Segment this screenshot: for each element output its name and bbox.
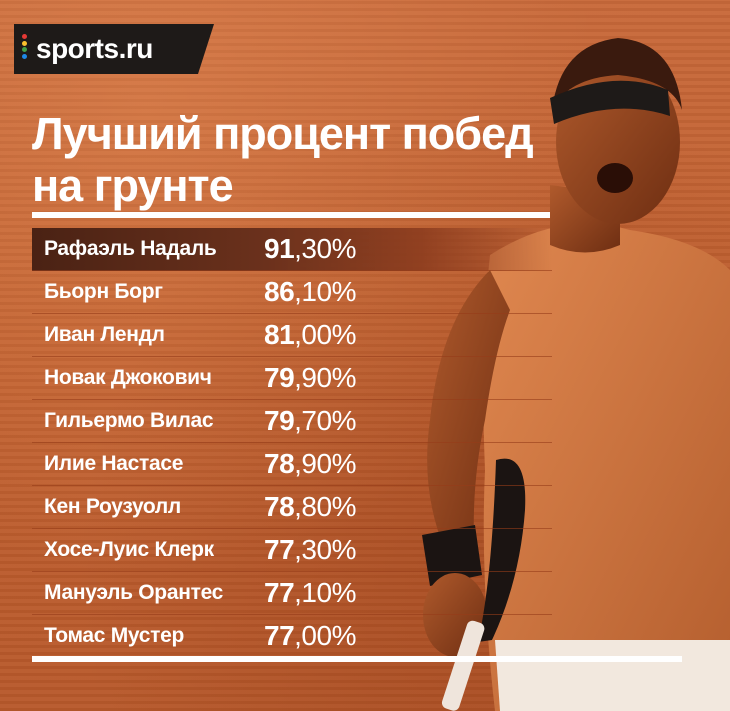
- ranking-table: Рафаэль Надаль 91,30% Бьорн Борг 86,10% …: [32, 228, 552, 658]
- player-name: Томас Мустер: [44, 624, 185, 647]
- win-percentage: 77,30%: [264, 534, 356, 566]
- page-title: Лучший процент побед на грунте: [32, 108, 552, 212]
- win-percentage: 77,10%: [264, 577, 356, 609]
- table-row: Илие Настасе 78,90%: [32, 443, 552, 486]
- bottom-divider: [32, 656, 682, 662]
- win-percentage-integer: 91: [264, 233, 295, 264]
- table-row: Бьорн Борг 86,10%: [32, 271, 552, 314]
- logo-dots-icon: [22, 34, 28, 64]
- win-percentage: 77,00%: [264, 620, 356, 652]
- logo-dot-yellow: [22, 40, 27, 46]
- top-divider: [32, 212, 560, 218]
- table-row: Томас Мустер 77,00%: [32, 615, 552, 658]
- win-percentage: 81,00%: [264, 319, 356, 351]
- win-percentage: 78,80%: [264, 491, 356, 523]
- player-name: Гильермо Вилас: [44, 409, 214, 432]
- win-percentage: 79,90%: [264, 362, 356, 394]
- win-percentage-fraction: ,80%: [294, 491, 356, 522]
- win-percentage-integer: 81: [264, 319, 295, 350]
- table-row: Гильермо Вилас 79,70%: [32, 400, 552, 443]
- win-percentage: 91,30%: [264, 233, 356, 265]
- win-percentage-fraction: ,90%: [294, 448, 356, 479]
- win-percentage-integer: 79: [264, 362, 295, 393]
- win-percentage: 79,70%: [264, 405, 356, 437]
- win-percentage-integer: 79: [264, 405, 295, 436]
- table-row: Хосе-Луис Клерк 77,30%: [32, 529, 552, 572]
- title-line-2: на грунте: [32, 160, 234, 211]
- win-percentage: 78,90%: [264, 448, 356, 480]
- win-percentage-integer: 86: [264, 276, 295, 307]
- logo-dot-red: [22, 34, 27, 39]
- win-percentage-fraction: ,00%: [294, 620, 356, 651]
- win-percentage-fraction: ,00%: [294, 319, 356, 350]
- logo-text: sports.ru: [36, 33, 153, 64]
- table-row: Иван Лендл 81,00%: [32, 314, 552, 357]
- win-percentage-fraction: ,70%: [294, 405, 356, 436]
- player-name: Хосе-Луис Клерк: [44, 538, 214, 561]
- player-name: Кен Роузуолл: [44, 495, 181, 518]
- player-name: Мануэль Орантес: [44, 581, 224, 604]
- win-percentage-integer: 78: [264, 448, 295, 479]
- title-line-1: Лучший процент побед: [32, 108, 534, 159]
- player-name: Илие Настасе: [44, 452, 184, 475]
- player-name: Бьорн Борг: [44, 280, 163, 303]
- player-name: Рафаэль Надаль: [44, 237, 217, 260]
- win-percentage-integer: 77: [264, 620, 295, 651]
- win-percentage-integer: 77: [264, 534, 295, 565]
- table-row: Рафаэль Надаль 91,30%: [32, 228, 552, 271]
- win-percentage-integer: 77: [264, 577, 295, 608]
- win-percentage-fraction: ,30%: [294, 534, 356, 565]
- player-name: Новак Джокович: [44, 366, 212, 389]
- win-percentage-integer: 78: [264, 491, 295, 522]
- table-row: Мануэль Орантес 77,10%: [32, 572, 552, 615]
- win-percentage: 86,10%: [264, 276, 356, 308]
- win-percentage-fraction: ,90%: [294, 362, 356, 393]
- sports-ru-logo[interactable]: sports.ru: [14, 24, 214, 74]
- player-name: Иван Лендл: [44, 323, 165, 346]
- logo-dot-green: [22, 47, 27, 52]
- win-percentage-fraction: ,10%: [294, 276, 356, 307]
- table-row: Новак Джокович 79,90%: [32, 357, 552, 400]
- win-percentage-fraction: ,30%: [294, 233, 356, 264]
- table-row: Кен Роузуолл 78,80%: [32, 486, 552, 529]
- logo-dot-blue: [22, 53, 27, 59]
- win-percentage-fraction: ,10%: [294, 577, 356, 608]
